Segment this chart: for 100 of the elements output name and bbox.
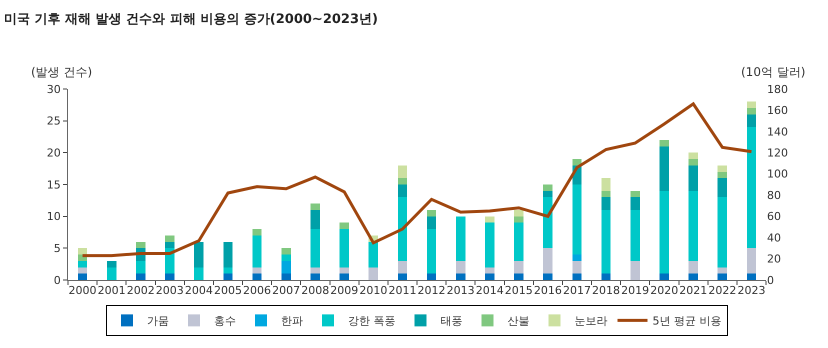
bar bbox=[252, 274, 262, 280]
y2-tick-label: 40 bbox=[767, 231, 781, 244]
x-tick-label: 2008 bbox=[301, 284, 330, 298]
bar bbox=[310, 210, 320, 230]
bar bbox=[398, 274, 408, 280]
y-tick-label: 25 bbox=[46, 114, 61, 128]
x-tick-label: 2000 bbox=[68, 284, 97, 298]
legend-label: 홍수 bbox=[214, 314, 236, 328]
x-tick-label: 2010 bbox=[359, 284, 388, 298]
bar bbox=[398, 184, 408, 198]
bar bbox=[426, 210, 436, 216]
y2-tick-label: 120 bbox=[767, 146, 788, 160]
x-tick-label: 2022 bbox=[708, 284, 736, 298]
bar bbox=[660, 190, 669, 274]
bar bbox=[514, 216, 524, 223]
bar bbox=[136, 260, 146, 274]
bar bbox=[746, 114, 756, 128]
bar bbox=[543, 184, 553, 191]
bar bbox=[543, 274, 553, 280]
y2-tick-label: 20 bbox=[767, 252, 781, 266]
y-tick-label: 10 bbox=[46, 210, 61, 224]
x-tick-label: 2021 bbox=[679, 284, 708, 298]
bar bbox=[368, 242, 378, 268]
bar bbox=[194, 242, 204, 268]
bar bbox=[426, 274, 436, 280]
x-tick-label: 2005 bbox=[214, 284, 242, 298]
bar bbox=[572, 254, 582, 261]
bar bbox=[718, 165, 728, 172]
bar bbox=[456, 216, 466, 261]
x-tick-label: 2002 bbox=[126, 284, 155, 298]
y2-tick-label: 100 bbox=[767, 168, 788, 181]
bar bbox=[252, 235, 262, 268]
bar bbox=[718, 197, 728, 268]
bar bbox=[78, 248, 88, 255]
bar bbox=[718, 172, 728, 178]
x-tick-label: 2013 bbox=[446, 284, 475, 298]
y-tick-label: 5 bbox=[54, 242, 61, 256]
bar bbox=[165, 274, 174, 280]
x-tick-label: 2012 bbox=[418, 284, 446, 298]
bar bbox=[281, 260, 291, 274]
bar bbox=[572, 159, 582, 166]
y2-tick-label: 0 bbox=[767, 274, 774, 287]
bar bbox=[601, 274, 611, 280]
bar bbox=[514, 260, 524, 274]
bar bbox=[601, 197, 611, 210]
bar bbox=[660, 274, 669, 280]
bar bbox=[340, 222, 349, 230]
legend-label: 산불 bbox=[508, 314, 530, 328]
bar bbox=[456, 260, 466, 274]
bar bbox=[718, 274, 728, 280]
bar bbox=[543, 190, 553, 198]
x-tick-label: 2017 bbox=[562, 284, 591, 298]
bar bbox=[165, 242, 174, 248]
bar bbox=[485, 274, 494, 280]
chart-title: 미국 기후 재해 발생 건수와 피해 비용의 증가(2000~2023년) bbox=[4, 12, 378, 28]
x-tick-label: 2018 bbox=[592, 284, 620, 298]
bar bbox=[310, 267, 320, 274]
bar bbox=[223, 274, 233, 280]
bar bbox=[340, 274, 349, 280]
y2-axis-title: (10억 달러) bbox=[741, 65, 806, 79]
y-tick-label: 30 bbox=[46, 82, 61, 96]
bar bbox=[572, 260, 582, 274]
bar bbox=[746, 274, 756, 280]
bar bbox=[746, 102, 756, 108]
bar bbox=[630, 210, 640, 261]
bar bbox=[630, 197, 640, 210]
bar bbox=[310, 229, 320, 268]
bar bbox=[660, 146, 669, 191]
x-tick-label: 2009 bbox=[330, 284, 358, 298]
bar bbox=[746, 108, 756, 114]
bar bbox=[281, 254, 291, 261]
bar bbox=[514, 210, 524, 216]
y-tick-label: 15 bbox=[46, 178, 61, 192]
bar bbox=[688, 190, 698, 261]
bar bbox=[485, 222, 494, 268]
bar bbox=[572, 184, 582, 255]
bar bbox=[426, 216, 436, 230]
bar bbox=[78, 260, 88, 268]
bar bbox=[601, 178, 611, 191]
bar bbox=[746, 127, 756, 248]
y-tick-label: 20 bbox=[46, 146, 61, 160]
legend-label: 강한 폭풍 bbox=[348, 314, 396, 328]
bar bbox=[543, 197, 553, 248]
bar bbox=[78, 274, 88, 280]
bar bbox=[136, 274, 146, 280]
x-tick-label: 2015 bbox=[504, 284, 533, 298]
x-tick-label: 2006 bbox=[243, 284, 272, 298]
legend-label: 한파 bbox=[281, 314, 303, 328]
x-tick-label: 2004 bbox=[184, 284, 213, 298]
legend-label: 5년 평균 비용 bbox=[652, 314, 722, 328]
bar bbox=[514, 274, 524, 280]
y2-tick-label: 60 bbox=[767, 210, 781, 224]
x-tick-label: 2001 bbox=[98, 284, 126, 298]
bar bbox=[398, 197, 408, 261]
bar bbox=[252, 267, 262, 274]
bar bbox=[718, 267, 728, 274]
legend-label: 가뭄 bbox=[147, 314, 169, 328]
bar bbox=[136, 242, 146, 248]
bar bbox=[688, 165, 698, 191]
bar bbox=[281, 248, 291, 255]
